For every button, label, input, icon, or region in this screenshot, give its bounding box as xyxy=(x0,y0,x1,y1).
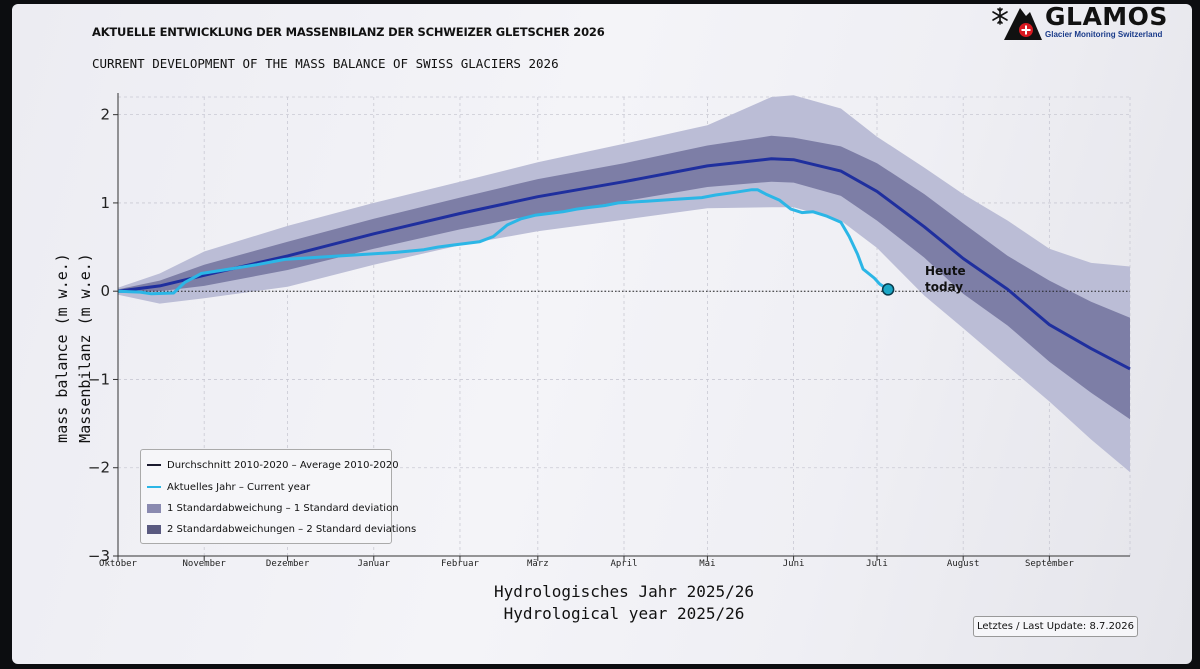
legend-label-current: Aktuelles Jahr – Current year xyxy=(167,481,311,493)
series-lines xyxy=(117,157,1131,371)
legend-label-1sd: 1 Standardabweichung – 1 Standard deviat… xyxy=(167,502,399,514)
today-label-heute: Heute xyxy=(925,264,966,278)
logo-graphic xyxy=(992,7,1042,40)
legend-label-2sd: 2 Standardabweichungen – 2 Standard devi… xyxy=(167,523,417,535)
x-tick-label: Juli xyxy=(866,559,888,569)
glamos-logo: GLAMOS Glacier Monitoring Switzerland xyxy=(990,2,1170,42)
band-1-standard-deviation xyxy=(118,135,1130,420)
y-tick-label: −3 xyxy=(88,547,110,565)
chart-title-english: CURRENT DEVELOPMENT OF THE MASS BALANCE … xyxy=(92,56,559,71)
legend-label-average: Durchschnitt 2010-2020 – Average 2010-20… xyxy=(167,459,399,471)
x-tick-label: August xyxy=(947,559,980,569)
today-marker xyxy=(881,283,895,296)
y-tick-label: −2 xyxy=(88,459,110,477)
legend-item-1sd: 1 Standardabweichung – 1 Standard deviat… xyxy=(147,501,399,515)
today-label-today: today xyxy=(925,280,963,294)
legend-swatch-2sd xyxy=(147,524,161,534)
x-tick-label: Juni xyxy=(783,559,805,569)
x-axis-label-english: Hydrological year 2025/26 xyxy=(504,604,745,623)
x-tick-label: September xyxy=(1025,559,1074,569)
y-tick-label: 0 xyxy=(100,282,110,300)
x-tick-label: Dezember xyxy=(266,559,310,569)
deviation-bands xyxy=(118,95,1130,473)
legend-item-2sd: 2 Standardabweichungen – 2 Standard devi… xyxy=(147,522,416,536)
x-tick-label: April xyxy=(610,559,637,569)
last-update-box: Letztes / Last Update: 8.7.2026 xyxy=(973,616,1138,637)
legend-item-current: Aktuelles Jahr – Current year xyxy=(147,480,310,494)
legend-swatch-1sd xyxy=(147,503,161,513)
chart-title-german: AKTUELLE ENTWICKLUNG DER MASSENBILANZ DE… xyxy=(92,25,605,39)
series-line-current-year xyxy=(117,188,889,296)
x-tick-label: November xyxy=(183,559,227,569)
x-tick-labels: Oktober November Dezember Januar Februar März… xyxy=(99,559,1074,569)
series-line-average xyxy=(117,157,1131,371)
x-tick-label: Januar xyxy=(358,559,391,569)
x-tick-label: Oktober xyxy=(99,559,138,569)
logo-name: GLAMOS xyxy=(1045,2,1168,31)
y-tick-labels: 2 1 0 −1 −2 −3 xyxy=(88,106,110,565)
logo-subtitle: Glacier Monitoring Switzerland xyxy=(1045,30,1163,39)
y-tick-label: −1 xyxy=(88,370,110,388)
today-marker-dot xyxy=(881,283,895,296)
x-tick-label: März xyxy=(527,559,549,569)
legend-item-average: Durchschnitt 2010-2020 – Average 2010-20… xyxy=(147,458,399,472)
chart-legend: Durchschnitt 2010-2020 – Average 2010-20… xyxy=(140,449,416,544)
snowflake-icon xyxy=(992,7,1008,25)
y-tick-label: 2 xyxy=(100,106,110,124)
legend-swatch-current xyxy=(147,486,161,488)
x-tick-label: Mai xyxy=(699,559,715,569)
x-tick-label: Februar xyxy=(441,559,480,569)
y-axis-label-english: mass balance (m w.e.) xyxy=(53,253,71,443)
x-axis-label-german: Hydrologisches Jahr 2025/26 xyxy=(494,582,754,601)
chart-axes xyxy=(113,93,1130,561)
y-tick-label: 1 xyxy=(100,194,110,212)
legend-swatch-average xyxy=(147,464,161,466)
y-axis-label-german: Massenbilanz (m w.e.) xyxy=(76,253,94,443)
